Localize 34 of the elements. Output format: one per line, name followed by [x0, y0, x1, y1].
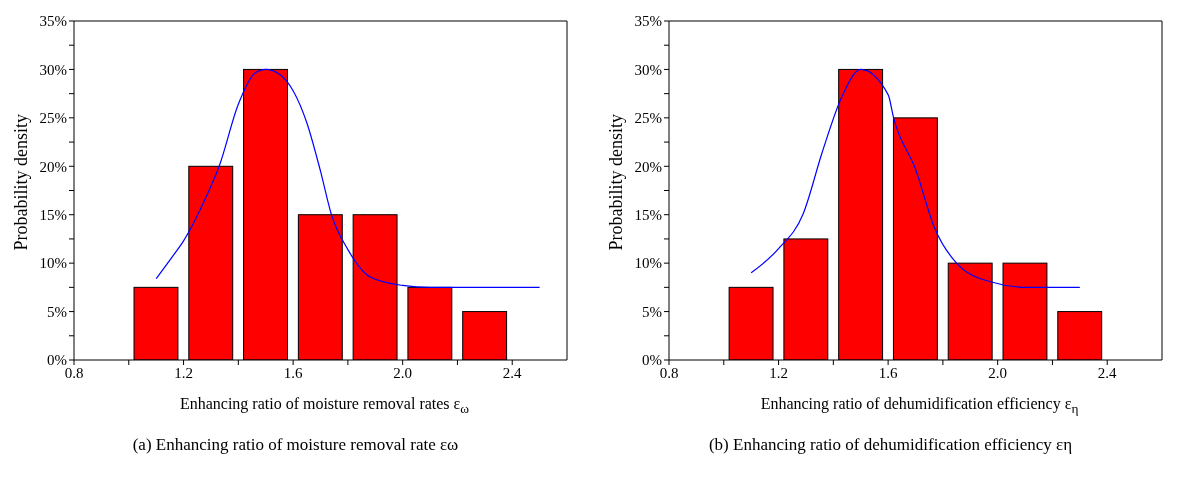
y-tick-label: 25% — [39, 110, 67, 127]
y-axis-title: Probability density — [606, 114, 627, 251]
x-tick-label: 2.0 — [988, 364, 1008, 381]
y-tick-label: 5% — [642, 303, 662, 320]
x-axis-title: Enhancing ratio of moisture removal rates ε$_{ω}$ — [178, 395, 471, 418]
y-tick-label: 20% — [39, 158, 67, 175]
y-axis-title: Probability density — [11, 114, 32, 251]
line-series — [750, 68, 1081, 288]
x-tick-label: 2.4 — [502, 364, 523, 381]
y-tick-label: 30% — [634, 61, 662, 78]
y-tick-label: 10% — [634, 255, 662, 272]
y-tick-label: 15% — [39, 207, 67, 224]
y-tick-label: 30% — [39, 61, 67, 78]
x-tick-label: 1.6 — [878, 364, 898, 381]
y-tick-label: 25% — [634, 110, 662, 127]
text: (a) Enhancing ratio of moisture removal rate εω — [131, 435, 460, 456]
x-tick-label: 0.8 — [659, 364, 679, 381]
y-tick-label: 0% — [47, 352, 67, 369]
y-tick-label: 20% — [634, 158, 662, 175]
y-tick-label: 10% — [39, 255, 67, 272]
x-tick-label: 1.2 — [174, 364, 193, 381]
text: (b) Enhancing ratio of dehumidification efficiency εη — [707, 435, 1074, 456]
x-tick-label: 0.8 — [64, 364, 84, 381]
y-tick-label: 5% — [47, 303, 67, 320]
x-tick-label: 1.2 — [769, 364, 788, 381]
y-tick-label: 0% — [642, 352, 662, 369]
x-tick-label: 2.0 — [393, 364, 413, 381]
y-tick-label: 35% — [39, 13, 67, 30]
y-tick-label: 15% — [634, 207, 662, 224]
y-tick-label: 35% — [634, 13, 662, 30]
x-tick-label: 2.4 — [1097, 364, 1118, 381]
x-tick-label: 1.6 — [283, 364, 303, 381]
line-series — [155, 68, 541, 288]
x-axis-title: Enhancing ratio of dehumidification efficiency ε$_{η}$ — [759, 395, 1080, 418]
